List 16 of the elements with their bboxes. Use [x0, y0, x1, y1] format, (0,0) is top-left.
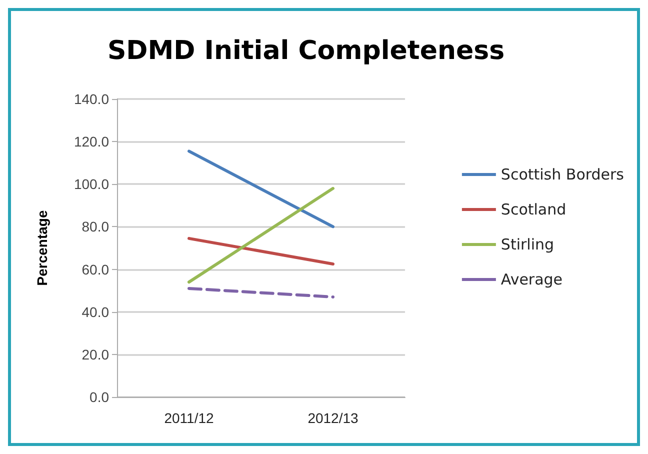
- x-tick-label: 2012/13: [308, 410, 359, 426]
- legend-label: Scotland: [500, 200, 566, 218]
- y-tick-label: 40.0: [82, 304, 110, 320]
- y-tick-label: 80.0: [82, 218, 110, 235]
- y-tick-label: 20.0: [82, 346, 110, 362]
- legend-label: Scottish Borders: [500, 166, 624, 184]
- legend-label: Stirling: [500, 236, 554, 254]
- y-axis-title: Percentage: [34, 210, 50, 286]
- y-tick-label: 100.0: [74, 176, 110, 192]
- y-tick-label: 0.0: [90, 389, 110, 405]
- x-tick-label: 2011/12: [164, 410, 214, 426]
- y-tick-label: 60.0: [82, 261, 110, 278]
- y-tick-label: 140.0: [74, 91, 110, 107]
- legend-label: Average: [500, 270, 563, 288]
- y-tick-label: 120.0: [74, 134, 110, 150]
- chart-title: SDMD Initial Completeness: [107, 36, 505, 66]
